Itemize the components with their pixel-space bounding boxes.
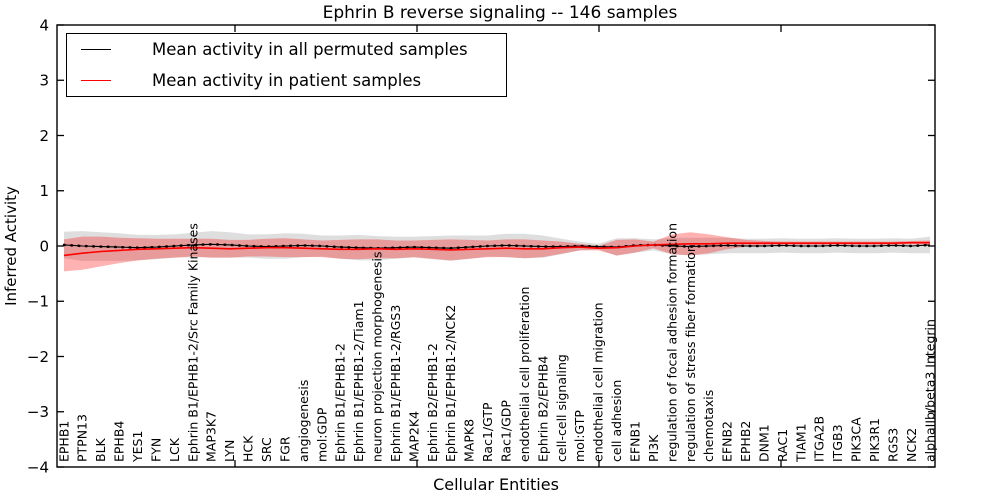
x-tick-label: SRC	[259, 437, 274, 462]
y-tick-label: 0	[39, 237, 49, 255]
x-tick-label: Ephrin B2/EPHB1-2	[425, 343, 440, 462]
chart-title: Ephrin B reverse signaling -- 146 sample…	[322, 3, 678, 23]
legend-label-permuted: Mean activity in all permuted samples	[152, 40, 468, 60]
x-tick-label: Ephrin B1/EPHB1-2/Src Family Kinases	[185, 223, 200, 462]
x-tick-label: EPHB4	[112, 421, 127, 462]
x-tick-label: mol:GDP	[314, 407, 329, 462]
x-tick-label: BLK	[93, 437, 108, 462]
x-tick-label: FYN	[148, 438, 163, 462]
x-tick-label: EPHB1	[56, 421, 71, 462]
x-tick-label: Ephrin B1/EPHB1-2	[333, 343, 348, 462]
y-tick-label: −1	[27, 293, 49, 311]
x-tick-label: PIK3CA	[849, 417, 864, 462]
y-tick-label: 3	[39, 72, 49, 90]
x-tick-label: alphaIIb/beta3 Integrin	[922, 319, 937, 462]
x-tick-label: DNM1	[757, 424, 772, 462]
x-tick-label: cell-cell signaling	[554, 354, 569, 462]
y-tick-label: −2	[27, 348, 49, 366]
x-tick-label: regulation of stress fiber formation	[683, 244, 698, 462]
x-tick-label: ITGA2B	[812, 416, 827, 462]
x-tick-label: neuron projection morphogenesis	[370, 251, 385, 462]
y-tick-label: 4	[39, 16, 49, 34]
x-tick-label: FGR	[277, 436, 292, 462]
x-tick-label: MAP3K7	[204, 411, 219, 462]
x-tick-label: RAC1	[775, 429, 790, 462]
legend-item-permuted: Mean activity in all permuted samples	[67, 35, 506, 64]
y-tick-label: −4	[27, 458, 49, 476]
x-tick-label: regulation of focal adhesion formation	[664, 223, 679, 462]
x-axis-label: Cellular Entities	[433, 475, 559, 494]
std-band-patient	[64, 232, 930, 272]
x-tick-label: HCK	[241, 435, 256, 462]
x-tick-label: TIAM1	[793, 423, 808, 463]
y-axis-label: Inferred Activity	[2, 186, 20, 306]
x-tick-label: Rac1/GTP	[480, 402, 495, 462]
x-tick-label: MAP2K4	[406, 411, 421, 462]
legend-item-patient: Mean activity in patient samples	[67, 66, 506, 95]
x-tick-label: Ephrin B1/EPHB1-2/Tiam1	[351, 300, 366, 462]
x-tick-label: EFNB2	[720, 421, 735, 462]
x-tick-label: angiogenesis	[296, 380, 311, 462]
x-tick-label: Rac1/GDP	[499, 400, 514, 462]
x-tick-label: mol:GTP	[572, 410, 587, 462]
x-tick-label: LCK	[167, 437, 182, 462]
black-line-sample-icon	[81, 49, 111, 51]
y-tick-label: −3	[27, 403, 49, 421]
x-tick-label: ITGB3	[830, 424, 845, 462]
x-tick-label: PIK3R1	[867, 418, 882, 462]
legend-label-patient: Mean activity in patient samples	[152, 70, 422, 90]
legend: Mean activity in all permuted samples Me…	[66, 33, 507, 97]
x-tick-label: Ephrin B1/EPHB1-2/RGS3	[388, 305, 403, 462]
x-tick-label: RGS3	[885, 428, 900, 462]
x-tick-label: chemotaxis	[701, 390, 716, 462]
x-tick-label: endothelial cell proliferation	[517, 287, 532, 462]
x-tick-label: Ephrin B1/EPHB1-2/NCK2	[443, 305, 458, 462]
x-tick-label: endothelial cell migration	[591, 302, 606, 462]
x-tick-label: LYN	[222, 440, 237, 462]
x-tick-label: Ephrin B2/EPHB4	[535, 356, 550, 462]
red-line-sample-icon	[81, 79, 111, 81]
x-tick-label: PTPN13	[75, 414, 90, 462]
x-tick-label: MAPK8	[462, 419, 477, 462]
x-tick-label: NCK2	[904, 428, 919, 462]
x-tick-label: YES1	[130, 431, 145, 463]
x-tick-label: cell adhesion	[609, 380, 624, 462]
x-tick-label: EFNB1	[628, 421, 643, 462]
mean-line-patient	[63, 241, 930, 257]
x-tick-label: EPHB2	[738, 421, 753, 462]
y-tick-label: 1	[39, 182, 49, 200]
y-tick-label: 2	[39, 127, 49, 145]
x-tick-label: PI3K	[646, 434, 661, 462]
mean-line-permuted-dots	[62, 243, 932, 250]
